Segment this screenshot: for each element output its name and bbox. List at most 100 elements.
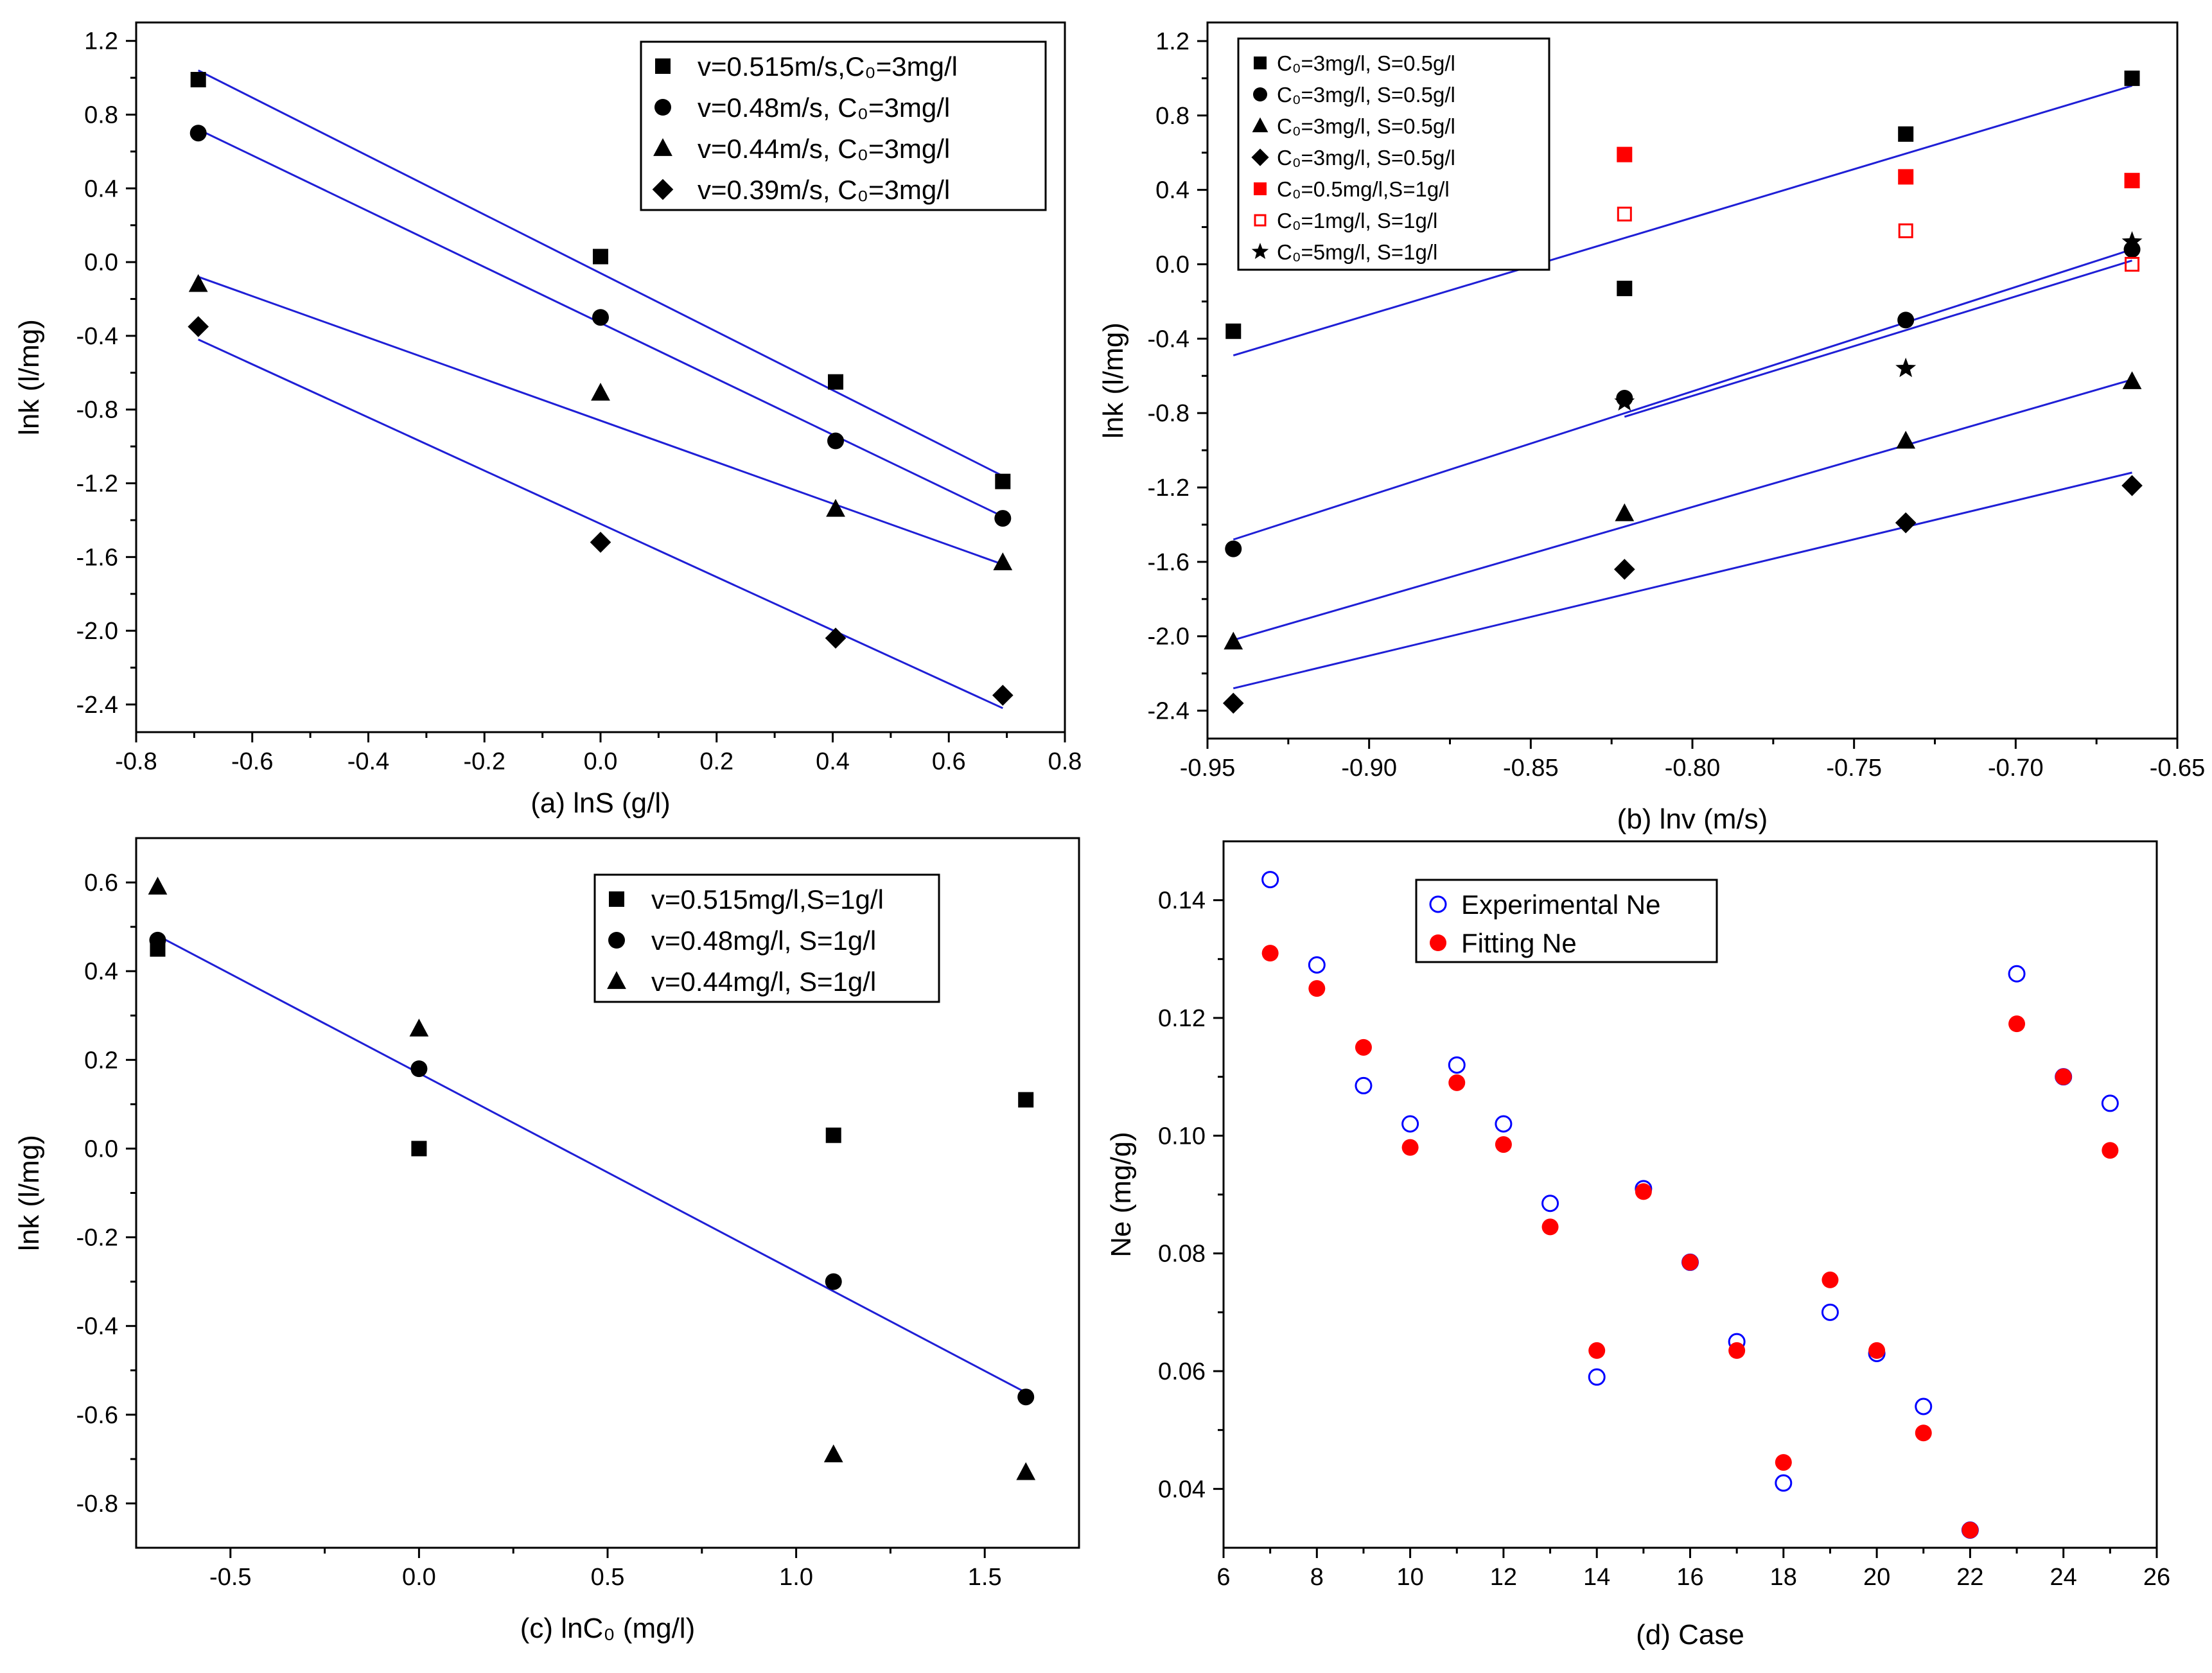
- data-point-series-3: [826, 498, 845, 517]
- x-tick-label: -0.75: [1826, 755, 1882, 782]
- data-point-series-2: [827, 432, 845, 450]
- x-axis-caption: (c) lnC₀ (mg/l): [520, 1613, 695, 1644]
- data-point-series-2: [1448, 1074, 1466, 1091]
- x-tick-label: 22: [1956, 1564, 1983, 1591]
- fit-line: [198, 338, 1003, 710]
- x-tick-label: 26: [2143, 1564, 2170, 1591]
- data-point-series-7: [1614, 391, 1635, 411]
- legend-box: [593, 873, 940, 1003]
- x-tick-label: -0.65: [2150, 755, 2206, 782]
- data-point-series-5: [1898, 169, 1914, 185]
- data-point-series-1: [1448, 1056, 1466, 1074]
- y-tick-label: -0.8: [76, 1491, 118, 1518]
- x-axis-caption: (b) lnv (m/s): [1617, 803, 1768, 835]
- data-point-series-3: [1016, 1462, 1036, 1480]
- x-tick-label: 10: [1396, 1564, 1423, 1591]
- data-point-series-2: [1635, 1183, 1652, 1200]
- legend-label: Experimental Ne: [1461, 889, 1660, 920]
- data-point-series-1: [1617, 281, 1633, 297]
- legend-marker-series-2: [1430, 934, 1446, 951]
- data-point-series-2: [1915, 1424, 1932, 1442]
- data-point-series-1: [411, 1141, 427, 1157]
- x-tick-label: 8: [1310, 1564, 1324, 1591]
- fit-line: [198, 276, 1003, 566]
- legend-marker-series-6: [1254, 214, 1267, 227]
- legend-label: C₀=3mg/l, S=0.5g/l: [1277, 51, 1455, 75]
- x-tick-label: -0.85: [1503, 755, 1559, 782]
- y-tick-label: 0.6: [84, 870, 118, 897]
- legend-label: v=0.44m/s, C₀=3mg/l: [698, 134, 950, 164]
- data-point-series-3: [148, 877, 168, 895]
- y-tick-label: 0.2: [84, 1047, 118, 1074]
- data-point-series-4: [1613, 559, 1635, 580]
- data-point-series-4: [590, 532, 611, 553]
- data-point-series-6: [1617, 206, 1632, 222]
- legend-label: v=0.48m/s, C₀=3mg/l: [698, 92, 950, 123]
- data-point-series-6: [1898, 223, 1913, 238]
- data-point-series-2: [2055, 1068, 2072, 1085]
- data-point-series-2: [1401, 1139, 1419, 1156]
- legend-label: v=0.515m/s,C₀=3mg/l: [698, 51, 958, 82]
- legend-box: [1415, 879, 1718, 963]
- data-point-series-2: [1017, 1388, 1035, 1406]
- data-point-series-2: [1355, 1038, 1372, 1056]
- y-tick-label: 0.06: [1158, 1358, 1206, 1385]
- data-point-series-1: [1821, 1303, 1839, 1321]
- data-point-series-3: [409, 1019, 429, 1037]
- data-point-series-1: [190, 71, 206, 87]
- data-point-series-1: [828, 374, 844, 390]
- legend-marker-series-7: [1251, 243, 1269, 259]
- y-tick-label: 0.0: [84, 1135, 118, 1162]
- y-tick-label: 0.8: [84, 102, 118, 129]
- y-tick-label: -0.8: [76, 397, 118, 424]
- fit-line: [1233, 378, 2132, 641]
- y-tick-label: 0.4: [84, 958, 118, 985]
- data-point-series-3: [591, 383, 610, 401]
- fit-line: [1233, 248, 2132, 541]
- data-point-series-5: [2124, 173, 2140, 189]
- x-tick-label: -0.5: [209, 1564, 251, 1591]
- data-point-series-2: [1261, 945, 1279, 962]
- data-point-series-1: [995, 473, 1011, 489]
- legend-marker-series-5: [1254, 182, 1267, 195]
- data-point-series-2: [410, 1060, 428, 1078]
- data-point-series-4: [188, 316, 209, 337]
- x-axis-caption: (a) lnS (g/l): [531, 787, 671, 819]
- fit-line: [1233, 85, 2132, 356]
- panel-c-chart: -0.5 0.0 0.5 1.0 1.5 -0.8 -0.6 -0.4 -0.2 0.0 0.2 0.…: [13, 837, 1080, 1644]
- y-tick-label: -0.4: [76, 323, 118, 350]
- x-tick-label: 24: [2050, 1564, 2077, 1591]
- legend-marker-series-1: [655, 58, 671, 74]
- data-point-series-1: [1225, 323, 1242, 339]
- legend-marker-series-1: [609, 891, 624, 907]
- legend-marker-series-4: [652, 179, 674, 200]
- data-point-series-1: [1775, 1474, 1793, 1492]
- x-tick-label: 20: [1863, 1564, 1890, 1591]
- data-point-series-1: [1401, 1115, 1419, 1133]
- y-tick-label: 0.8: [1155, 103, 1189, 130]
- data-point-series-1: [1541, 1195, 1559, 1213]
- y-tick-label: -2.0: [76, 618, 118, 645]
- data-point-series-2: [1681, 1254, 1699, 1271]
- y-axis-title: Ne (mg/g): [1105, 1132, 1137, 1257]
- data-point-series-2: [1775, 1454, 1792, 1471]
- data-point-series-2: [1728, 1342, 1746, 1359]
- data-point-series-1: [2101, 1094, 2119, 1112]
- data-point-series-4: [1895, 512, 1917, 534]
- data-point-series-1: [1898, 126, 1914, 142]
- data-point-series-2: [1225, 540, 1242, 557]
- y-tick-label: -0.6: [76, 1402, 118, 1429]
- y-tick-label: -0.4: [76, 1313, 118, 1340]
- data-point-series-2: [189, 125, 207, 142]
- x-tick-label: 0.0: [584, 748, 618, 775]
- data-point-series-1: [1261, 871, 1279, 889]
- data-point-series-4: [1222, 692, 1244, 714]
- x-tick-label: 16: [1676, 1564, 1703, 1591]
- data-point-series-1: [2008, 965, 2026, 983]
- fit-line: [157, 934, 1026, 1394]
- x-tick-label: 0.4: [816, 748, 850, 775]
- panel-d-chart: 6 8 10 12 14 16 18 20 22 24 26 0.04 0.06 0.08 0.10 0.12…: [1105, 840, 2170, 1651]
- panel-a-chart: -0.8 -0.6 -0.4 -0.2 0.0 0.2 0.4 0.6 0.8 -2.4 -2.0 -…: [13, 21, 1082, 819]
- legend-marker-series-2: [1253, 87, 1267, 101]
